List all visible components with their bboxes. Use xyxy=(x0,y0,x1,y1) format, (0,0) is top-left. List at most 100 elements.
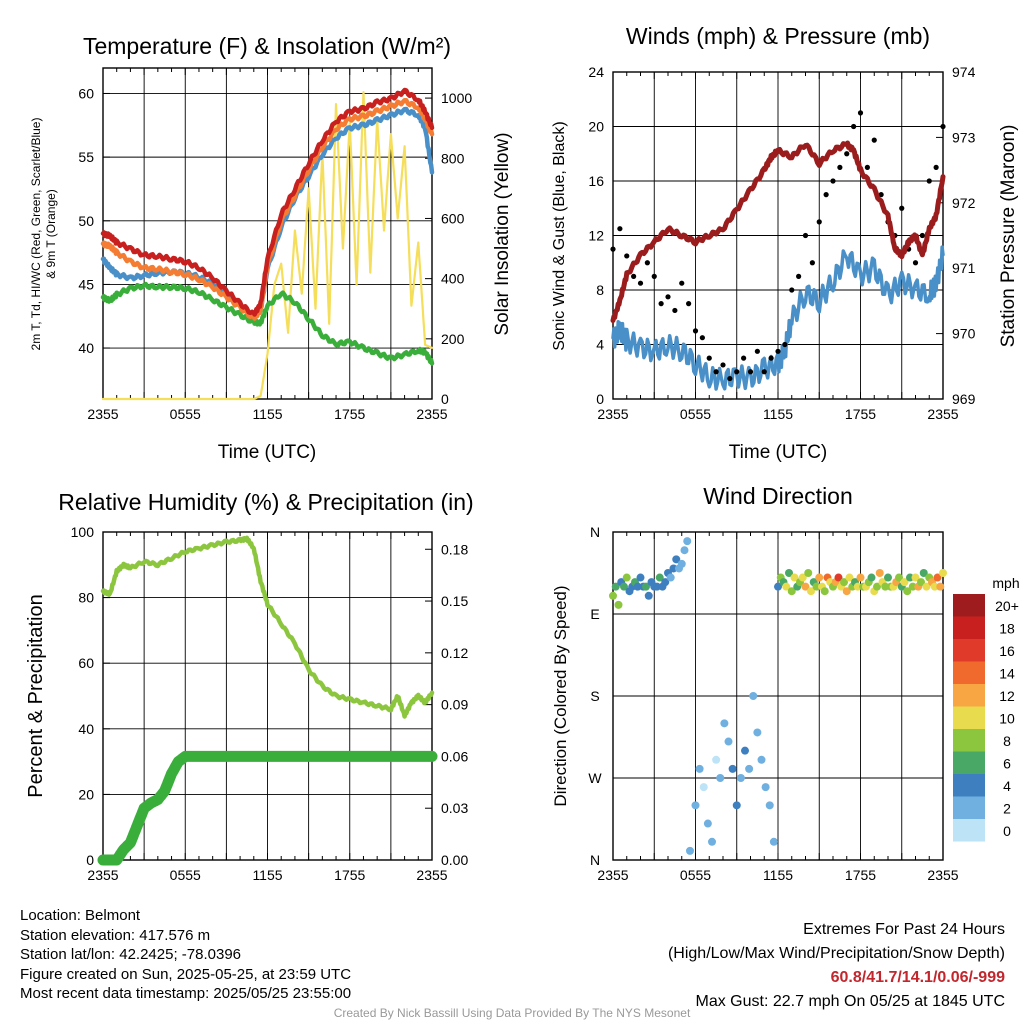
direction-tick-label: N xyxy=(590,524,600,540)
precip-y-tick-label: 0.15 xyxy=(441,593,468,609)
temperature-xlabel: Time (UTC) xyxy=(218,442,317,463)
direction-point xyxy=(840,578,848,587)
legend-swatch xyxy=(953,774,985,797)
gust-point xyxy=(617,226,623,232)
direction-point xyxy=(834,573,843,582)
gust-point xyxy=(637,280,644,286)
max-gust: Max Gust: 22.7 mph On 05/25 at 1845 UTC xyxy=(695,993,1006,1010)
direction-point xyxy=(655,573,664,582)
direction-point xyxy=(790,573,799,582)
extremes-panel: Extremes For Past 24 Hours (High/Low/Max… xyxy=(668,918,1005,1014)
direction-point xyxy=(856,573,865,582)
legend-label: 14 xyxy=(999,666,1015,682)
extremes-title: Extremes For Past 24 Hours xyxy=(803,921,1005,938)
direction-point xyxy=(669,564,678,573)
direction-point xyxy=(785,569,793,577)
gust-point xyxy=(940,123,946,130)
station-elevation: Station elevation: 417.576 m xyxy=(20,926,211,944)
x-tick-label: 1755 xyxy=(334,867,365,883)
humidity-y-tick-label: 60 xyxy=(78,655,94,671)
legend-label: 12 xyxy=(999,688,1015,704)
insolation-y-tick-label: 800 xyxy=(441,150,465,166)
direction-point xyxy=(900,578,909,587)
direction-point xyxy=(677,559,686,568)
direction-title: Wind Direction xyxy=(703,483,853,509)
humidity-y-tick-label: 100 xyxy=(71,524,95,540)
insolation-y-tick-label: 400 xyxy=(441,271,465,287)
direction-point xyxy=(695,764,704,773)
gust-point xyxy=(699,335,705,341)
gust-point xyxy=(919,232,925,239)
direction-point xyxy=(666,573,675,582)
gust-point xyxy=(878,192,884,198)
humidity-y-tick-label: 80 xyxy=(78,590,94,606)
direction-tick-label: W xyxy=(588,770,602,786)
temp-y-tick-label: 40 xyxy=(78,340,94,356)
direction-point xyxy=(765,801,774,810)
wind-y-tick-label: 0 xyxy=(596,391,604,407)
gust-point xyxy=(796,273,802,279)
x-tick-label: 1155 xyxy=(763,406,793,422)
precip-y-tick-label: 0.18 xyxy=(441,541,468,557)
gust-point xyxy=(844,151,850,157)
direction-point xyxy=(815,573,824,582)
direction-point xyxy=(732,801,741,810)
extremes-values: 60.8/41.7/14.1/0.06/-999 xyxy=(830,969,1005,986)
temp-y-tick-label: 45 xyxy=(78,276,94,292)
direction-point xyxy=(798,573,807,582)
gust-point xyxy=(857,110,864,116)
x-tick-label: 2355 xyxy=(87,406,118,422)
precip-y-tick-label: 0.12 xyxy=(441,645,468,661)
direction-point xyxy=(609,591,617,600)
temperature-ylabel-2: & 9m T (Orange) xyxy=(44,189,58,279)
legend-title: mph xyxy=(992,575,1019,591)
pressure-y-tick-label: 969 xyxy=(952,391,976,407)
direction-point xyxy=(636,573,645,582)
gust-point xyxy=(754,348,760,354)
gust-point xyxy=(734,369,740,375)
series-sonic-wind xyxy=(611,245,945,391)
gust-point xyxy=(610,246,616,252)
gust-point xyxy=(830,178,836,184)
legend-swatch xyxy=(953,729,985,752)
legend-label: 18 xyxy=(999,621,1015,637)
speed-legend: mph 20+ 18 16 14 12 10 8 6 4 2 0 xyxy=(953,575,1020,842)
gust-point xyxy=(686,301,692,307)
direction-tick-label: E xyxy=(590,606,599,622)
gust-point xyxy=(864,164,870,170)
legend-swatch xyxy=(953,616,985,639)
legend-label: 4 xyxy=(1003,778,1011,794)
gust-point xyxy=(823,192,829,198)
legend-swatch xyxy=(953,684,985,707)
legend-label: 20+ xyxy=(995,598,1019,614)
direction-point xyxy=(661,578,670,587)
direction-point xyxy=(720,719,729,728)
x-tick-label: 0555 xyxy=(170,867,201,883)
direction-point xyxy=(939,569,947,577)
direction-point xyxy=(642,582,650,591)
gust-point xyxy=(672,307,678,314)
direction-point xyxy=(633,582,642,591)
winds-title: Winds (mph) & Pressure (mb) xyxy=(626,23,930,49)
series-solar-insolation xyxy=(101,91,434,401)
direction-point xyxy=(853,582,862,591)
gust-point xyxy=(761,369,767,375)
precip-y-tick-label: 0.00 xyxy=(441,852,468,868)
x-tick-label: 1755 xyxy=(845,867,876,883)
direction-point xyxy=(683,537,692,546)
station-info: Location: Belmont Station elevation: 417… xyxy=(20,906,351,1004)
direction-point xyxy=(749,692,758,700)
direction-point xyxy=(820,587,829,596)
direction-point xyxy=(708,837,716,846)
precip-y-tick-label: 0.09 xyxy=(441,697,468,713)
pressure-y-tick-label: 974 xyxy=(952,64,976,80)
pressure-y-tick-label: 970 xyxy=(952,326,976,342)
direction-point xyxy=(903,587,912,596)
precip-y-tick-label: 0.03 xyxy=(441,800,468,816)
direction-tick-label: N xyxy=(590,852,600,868)
winds-chart: 2355 0555 1155 1755 235504812162024969970971… xyxy=(588,64,975,422)
direction-point xyxy=(917,578,925,587)
direction-point xyxy=(716,774,725,782)
direction-point xyxy=(875,569,884,577)
